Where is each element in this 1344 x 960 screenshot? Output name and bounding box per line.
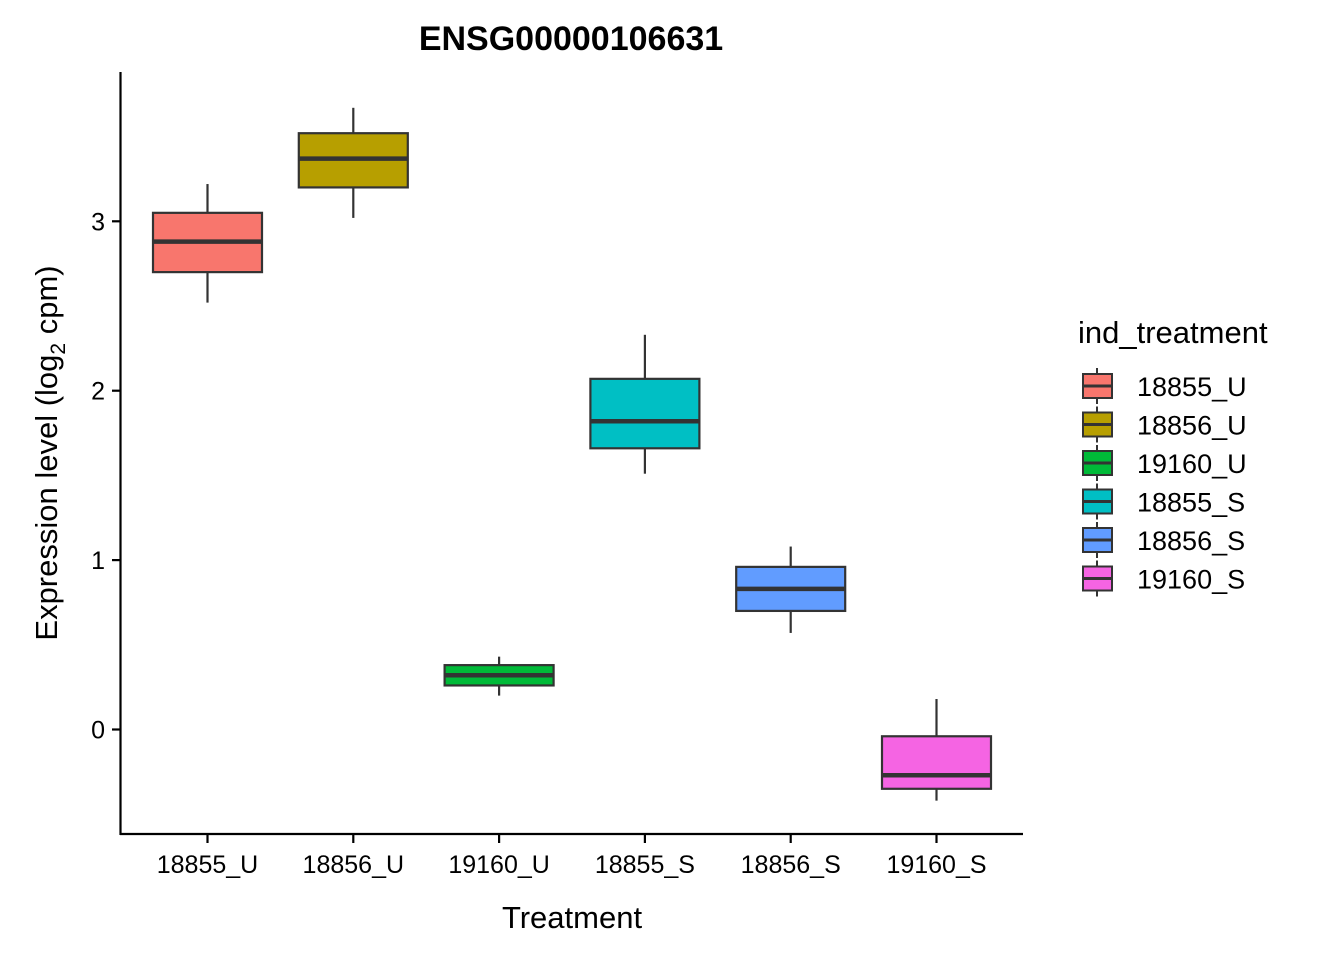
legend-label: 18856_S <box>1137 526 1245 556</box>
legend-label: 19160_S <box>1137 565 1245 595</box>
legend-item-19160_U: 19160_U <box>1082 445 1247 481</box>
box-18856_U <box>297 107 409 218</box>
legend-label: 18855_U <box>1137 372 1247 402</box>
box-18855_U <box>151 184 264 303</box>
x-tick-label: 18855_S <box>595 851 695 879</box>
legend-label: 18855_S <box>1137 488 1245 518</box>
y-axis-title-main: Expression level (log <box>29 355 64 641</box>
box-18855_S <box>589 334 701 474</box>
y-tick-label: 0 <box>91 717 105 745</box>
x-axis-title: Treatment <box>502 900 643 935</box>
x-tick-label: 18856_U <box>303 851 404 879</box>
legend-item-19160_S: 19160_S <box>1082 560 1245 597</box>
legend-label: 19160_U <box>1137 449 1247 479</box>
y-axis-title-end: cpm) <box>29 265 64 343</box>
legend-item-18855_U: 18855_U <box>1082 368 1247 404</box>
x-tick-label: 18855_U <box>157 851 258 879</box>
legend-item-18855_S: 18855_S <box>1082 483 1245 520</box>
y-axis-title: Expression level (log2 cpm) <box>29 265 70 640</box>
x-tick-label: 18856_S <box>741 851 841 879</box>
legend-title: ind_treatment <box>1078 315 1268 350</box>
legend-label: 18856_U <box>1137 411 1247 441</box>
y-tick-label: 1 <box>91 547 105 575</box>
legend-item-18856_S: 18856_S <box>1082 522 1245 558</box>
legend: 18855_U 18856_U 19160_U 18855_S 18856_S 19160… <box>1082 368 1247 597</box>
y-axis-ticks: 0 1 2 3 <box>91 208 120 745</box>
box-body <box>880 735 993 790</box>
box-18856_S <box>735 546 847 633</box>
x-tick-label: 19160_S <box>886 851 986 879</box>
box-19160_S <box>880 699 993 801</box>
y-axis-title-subscript: 2 <box>47 343 70 355</box>
x-tick-label: 19160_U <box>448 851 549 879</box>
chart-title: ENSG00000106631 <box>419 20 723 58</box>
x-axis-ticks: 18855_U 18856_U 19160_U 18855_S 18856_S 19160… <box>157 835 987 879</box>
y-tick-label: 3 <box>91 208 105 236</box>
legend-item-18856_U: 18856_U <box>1082 406 1247 443</box>
plot-area <box>151 107 993 801</box>
box-19160_U <box>443 656 555 696</box>
box-body <box>589 377 701 450</box>
y-tick-label: 2 <box>91 378 105 406</box>
